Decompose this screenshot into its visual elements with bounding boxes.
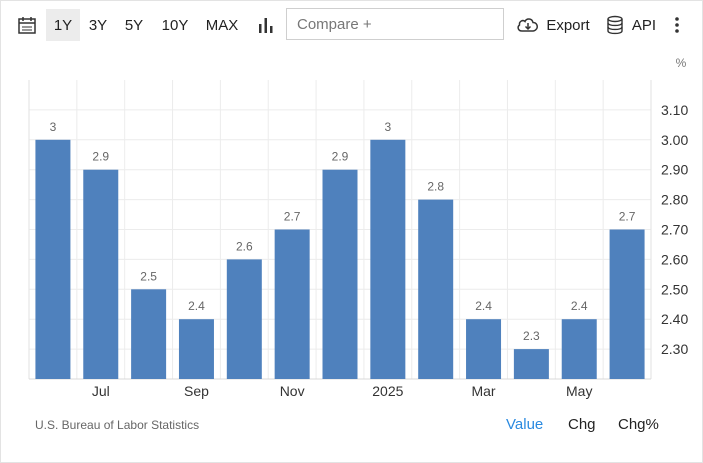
bar[interactable] bbox=[513, 349, 549, 379]
bar[interactable] bbox=[178, 319, 214, 379]
range-10y[interactable]: 10Y bbox=[161, 16, 189, 34]
source-label[interactable]: U.S. Bureau of Labor Statistics bbox=[35, 418, 200, 432]
bar[interactable] bbox=[418, 199, 454, 379]
bar-value-label: 3 bbox=[385, 120, 392, 134]
y-tick-label: 2.80 bbox=[661, 192, 688, 208]
x-tick-label: Nov bbox=[280, 383, 305, 399]
y-tick-label: 3.00 bbox=[661, 132, 688, 148]
bar[interactable] bbox=[131, 289, 167, 379]
bar-value-label: 3 bbox=[50, 120, 57, 134]
bar[interactable] bbox=[274, 229, 310, 380]
bar-value-label: 2.6 bbox=[236, 239, 253, 253]
y-tick-label: 2.70 bbox=[661, 222, 688, 238]
tab-chg-percent[interactable]: Chg% bbox=[618, 416, 659, 433]
bar[interactable] bbox=[226, 259, 262, 379]
export-button[interactable]: Export bbox=[512, 9, 594, 41]
bar-value-label: 2.4 bbox=[188, 299, 205, 313]
bar[interactable] bbox=[35, 139, 71, 379]
bar-chart: 3 2.9 2.5 2.4 2.6 2.7 2.9 3 2.8 2.4 2.3 2.4 2.7 Jul S… bbox=[28, 56, 688, 399]
bar-value-label: 2.9 bbox=[92, 150, 109, 164]
x-tick-label: 2025 bbox=[372, 383, 403, 399]
compare-input[interactable] bbox=[286, 8, 504, 40]
bar[interactable] bbox=[466, 319, 502, 379]
range-3y[interactable]: 3Y bbox=[88, 16, 108, 34]
x-tick-label: Mar bbox=[471, 383, 495, 399]
chart-data-labels: 3 2.9 2.5 2.4 2.6 2.7 2.9 3 2.8 2.4 2.3 2.4 2.7 bbox=[50, 120, 636, 343]
tab-value[interactable]: Value bbox=[506, 416, 544, 433]
x-axis-ticks: Jul Sep Nov 2025 Mar May bbox=[92, 383, 593, 399]
x-tick-label: Jul bbox=[92, 383, 110, 399]
y-tick-label: 2.60 bbox=[661, 251, 688, 267]
chart-bars bbox=[35, 139, 645, 380]
bar[interactable] bbox=[561, 319, 597, 379]
bar[interactable] bbox=[609, 229, 645, 380]
more-options-icon[interactable] bbox=[668, 9, 686, 41]
bar-value-label: 2.9 bbox=[332, 150, 349, 164]
tab-chg[interactable]: Chg bbox=[568, 416, 596, 433]
x-tick-label: Sep bbox=[184, 383, 209, 399]
bar-value-label: 2.7 bbox=[619, 210, 636, 224]
y-tick-label: 2.90 bbox=[661, 162, 688, 178]
api-button[interactable]: API bbox=[602, 9, 660, 41]
bar-value-label: 2.4 bbox=[571, 299, 588, 313]
bar-value-label: 2.8 bbox=[427, 180, 444, 194]
calendar-icon[interactable] bbox=[10, 9, 44, 41]
x-tick-label: May bbox=[566, 383, 592, 399]
bar[interactable] bbox=[83, 169, 119, 379]
y-tick-label: 2.50 bbox=[661, 281, 688, 297]
api-label: API bbox=[631, 16, 657, 34]
bar[interactable] bbox=[322, 169, 358, 379]
database-icon bbox=[607, 15, 623, 35]
cloud-download-icon bbox=[517, 18, 539, 32]
bar-value-label: 2.5 bbox=[140, 269, 157, 283]
export-label: Export bbox=[546, 16, 590, 34]
bar-value-label: 2.4 bbox=[475, 299, 492, 313]
chart-type-icon[interactable] bbox=[252, 9, 280, 41]
bar[interactable] bbox=[370, 139, 406, 379]
bar-value-label: 2.3 bbox=[523, 329, 540, 343]
y-tick-label: 3.10 bbox=[661, 102, 688, 118]
range-max[interactable]: MAX bbox=[205, 16, 239, 34]
range-1y[interactable]: 1Y bbox=[46, 9, 80, 41]
bar-value-label: 2.7 bbox=[284, 210, 301, 224]
toolbar: 1Y 3Y 5Y 10Y MAX Export API bbox=[0, 0, 703, 50]
y-axis-unit: % bbox=[676, 56, 687, 70]
y-tick-label: 2.40 bbox=[661, 311, 688, 327]
y-tick-label: 2.30 bbox=[661, 341, 688, 357]
range-5y[interactable]: 5Y bbox=[124, 16, 144, 34]
y-axis-ticks: 2.30 2.40 2.50 2.60 2.70 2.80 2.90 3.00 3.10 bbox=[661, 102, 688, 357]
